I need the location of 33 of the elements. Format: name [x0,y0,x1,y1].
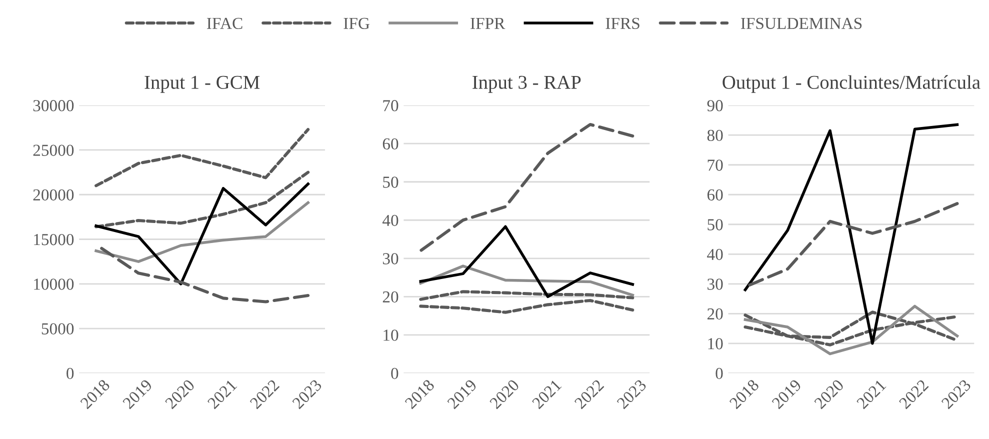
y-tick-label: 0 [391,368,398,380]
y-tick-label: 25000 [33,144,74,156]
y-tick-label: 5000 [42,323,74,334]
y-tick-label: 30 [708,278,723,290]
y-tick-label: 70 [708,160,723,171]
y-tick-label: 80 [707,130,723,142]
y-tick-label: 70 [383,100,398,112]
chart-title: Input 3 - RAP [472,76,581,93]
chart-title: Output 1 - Concluintes/Matrícula [722,75,980,93]
y-tick-label: 30 [382,253,398,264]
y-tick-label: 20 [382,291,398,303]
y-tick-label: 20 [707,308,723,320]
legend-label: IFSULDEMINAS [740,18,862,30]
y-tick-label: 60 [382,138,398,150]
y-tick-label: 0 [66,368,74,380]
legend-label: IFG [344,18,370,30]
legend-label: IFPR [470,18,506,29]
y-tick-label: 40 [382,214,398,226]
chart-title: Input 1 - GCM [144,76,260,93]
y-tick-label: 0 [716,368,723,380]
y-tick-label: 30000 [33,100,74,112]
y-tick-label: 10 [384,330,398,341]
y-tick-label: 90 [707,100,723,112]
y-tick-label: 15000 [34,234,74,246]
y-tick-label: 10 [708,338,723,350]
y-tick-label: 50 [708,219,723,230]
y-tick-label: 10000 [34,278,74,290]
y-tick-label: 50 [383,176,398,188]
y-tick-label: 20000 [33,189,74,201]
y-tick-label: 60 [707,189,723,201]
legend-label: IFAC [206,18,242,30]
y-tick-label: 40 [707,248,723,260]
legend-label: IFRS [606,18,640,30]
